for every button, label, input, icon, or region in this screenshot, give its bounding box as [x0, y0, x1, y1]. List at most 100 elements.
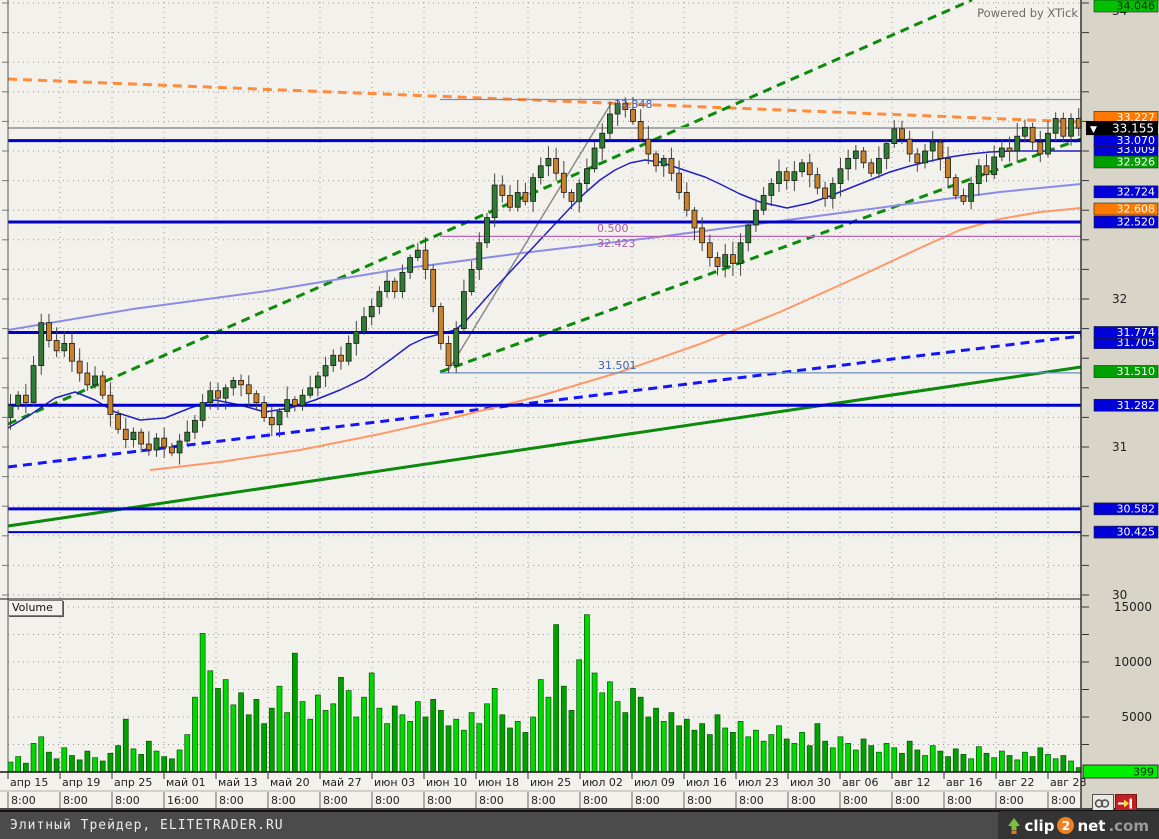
- volume-bar: [76, 759, 83, 773]
- candle-up: [998, 147, 1005, 158]
- candle-up: [583, 168, 590, 184]
- candle-up: [284, 399, 291, 412]
- volume-bar: [691, 729, 698, 773]
- annotation-33.348: 33.348: [614, 98, 653, 111]
- price-label-33.227: 33.227: [1117, 111, 1156, 124]
- price-label-32.926: 32.926: [1117, 155, 1156, 168]
- candle-up: [530, 177, 536, 202]
- link-icon[interactable]: [1092, 794, 1114, 811]
- candle-up: [1068, 118, 1074, 137]
- candle-down: [706, 242, 713, 258]
- date-label: июл 23: [738, 776, 779, 789]
- candle-up: [991, 156, 998, 176]
- volume-bar: [653, 707, 659, 773]
- volume-bar: [699, 723, 706, 773]
- volume-pane-label[interactable]: Volume: [8, 600, 63, 616]
- volume-bar: [176, 749, 183, 773]
- candle-down: [914, 153, 921, 164]
- volume-bar: [960, 754, 967, 773]
- volume-bar: [38, 736, 45, 773]
- volume-bar: [368, 672, 375, 773]
- volume-bar: [591, 672, 598, 773]
- price-axis-number: 32: [1112, 292, 1127, 306]
- candle-down: [983, 165, 990, 176]
- volume-bar: [1068, 760, 1074, 773]
- powered-by-label: Powered by XTick: [977, 6, 1078, 20]
- candle-up: [1014, 135, 1021, 152]
- time-label: 8:00: [947, 794, 972, 807]
- candle-down: [107, 394, 114, 415]
- volume-bar: [145, 740, 152, 773]
- green-uptrend-steep-dashed: [7, 0, 973, 426]
- volume-bar: [507, 727, 513, 773]
- volume-bar: [876, 751, 882, 773]
- volume-axis-number: 15000: [1114, 600, 1152, 614]
- volume-bar: [806, 745, 813, 773]
- price-axis-number: 31: [1112, 440, 1127, 454]
- time-label: 8:00: [115, 794, 140, 807]
- candle-up: [30, 365, 37, 404]
- date-label: июл 16: [686, 776, 727, 789]
- candle-down: [899, 128, 905, 140]
- price-label-32.520: 32.520: [1117, 216, 1156, 229]
- candle-up: [591, 147, 598, 170]
- candle-up: [15, 394, 22, 406]
- volume-bar: [276, 685, 283, 773]
- candle-down: [238, 379, 244, 386]
- volume-bar: [999, 750, 1005, 773]
- candle-down: [115, 414, 121, 430]
- candle-down: [1060, 118, 1067, 137]
- date-label: июл 30: [790, 776, 831, 789]
- volume-bar: [676, 725, 682, 773]
- volume-bar: [30, 743, 37, 773]
- time-label: 8:00: [63, 794, 88, 807]
- candle-up: [361, 316, 367, 332]
- volume-bar: [822, 740, 828, 773]
- candle-up: [468, 268, 475, 292]
- volume-bar: [622, 712, 629, 773]
- go-to-last-bar-icon[interactable]: [1115, 794, 1137, 811]
- link-icon-glyph: [1094, 799, 1110, 808]
- candle-up: [222, 387, 229, 399]
- volume-bar: [399, 714, 406, 773]
- chart-canvas[interactable]: 33.3480.50032.42331.50134323130150001000…: [0, 0, 1159, 810]
- candle-up: [1045, 132, 1051, 155]
- candle-up: [753, 209, 759, 226]
- candle-down: [291, 399, 298, 406]
- date-label: июн 03: [374, 776, 415, 789]
- clip2net-watermark[interactable]: clip 2 net .com: [997, 811, 1159, 839]
- volume-bar: [7, 761, 14, 773]
- long-ma-periwinkle: [7, 183, 1082, 331]
- date-label: май 20: [270, 776, 310, 789]
- price-label-32.608: 32.608: [1117, 203, 1156, 216]
- volume-bar: [46, 751, 52, 773]
- volume-bar: [115, 745, 121, 773]
- candle-up: [414, 249, 421, 258]
- volume-bar: [445, 725, 452, 773]
- volume-bar: [438, 710, 444, 773]
- annotation-32.423: 32.423: [597, 237, 636, 250]
- volume-bar: [230, 704, 237, 773]
- volume-bar: [53, 758, 60, 773]
- volume-bar: [545, 696, 552, 773]
- candle-up: [1052, 118, 1059, 134]
- volume-bar: [660, 721, 667, 773]
- candle-up: [368, 305, 375, 318]
- volume-bar: [199, 633, 206, 773]
- date-label: авг 12: [894, 776, 931, 789]
- candle-up: [852, 150, 859, 159]
- time-label: 8:00: [375, 794, 400, 807]
- candle-down: [145, 443, 152, 451]
- volume-bar: [69, 755, 75, 773]
- candle-up: [845, 157, 852, 170]
- volume-bar: [753, 729, 759, 773]
- candle-up: [891, 128, 898, 145]
- candle-down: [122, 428, 129, 440]
- volume-bar: [23, 762, 29, 773]
- status-bar: Элитный Трейдер, ELITETRADER.RU clip 2 n…: [0, 810, 1159, 839]
- volume-bar: [284, 712, 291, 773]
- volume-bar: [553, 624, 559, 773]
- volume-bar: [937, 750, 944, 773]
- candle-up: [491, 184, 498, 218]
- price-label-32.724-box: [1093, 185, 1159, 199]
